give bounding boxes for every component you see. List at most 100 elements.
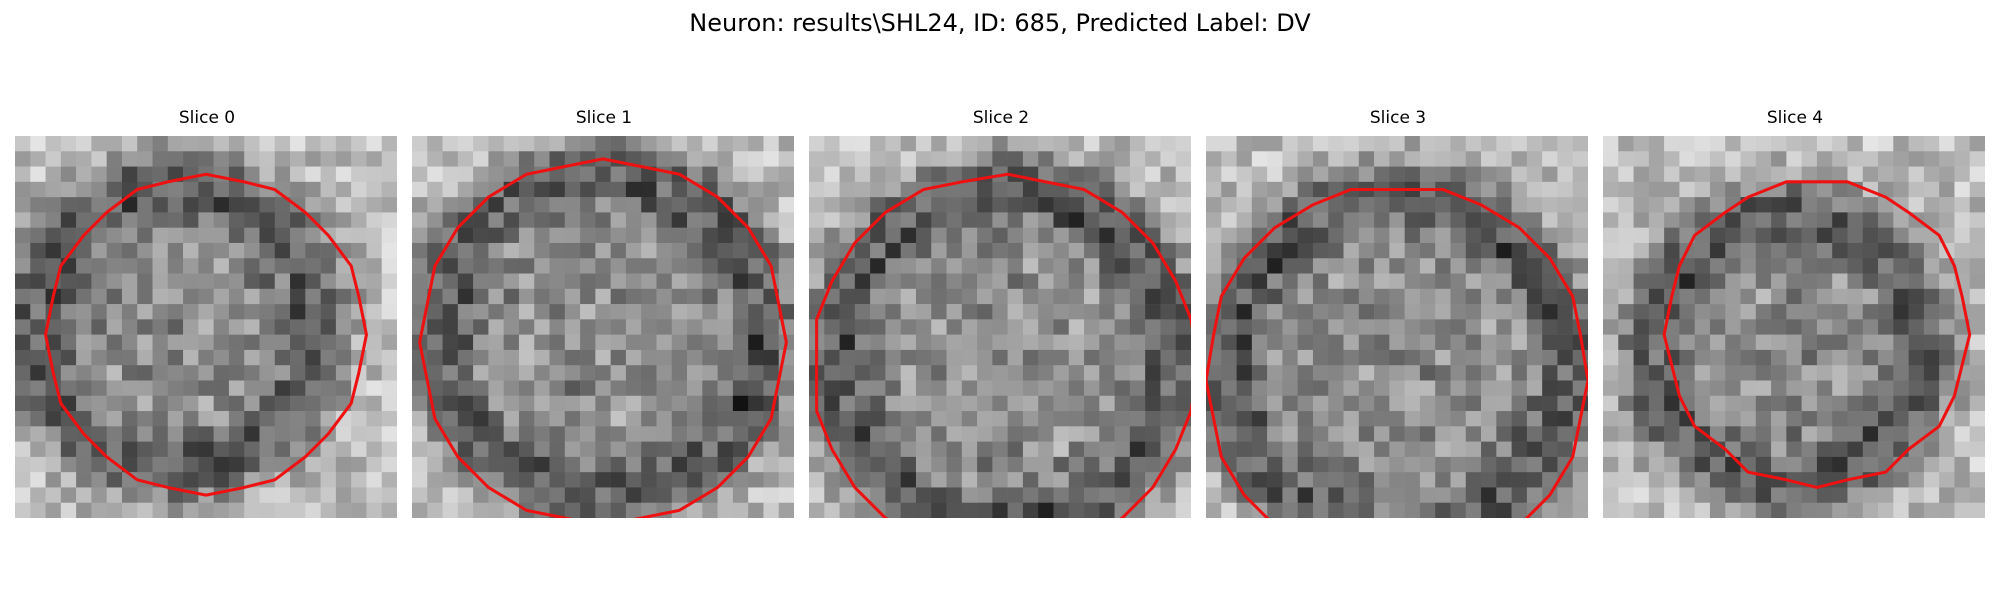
pixel bbox=[1740, 258, 1757, 274]
pixel bbox=[274, 411, 291, 427]
pixel bbox=[1419, 197, 1436, 213]
pixel bbox=[1939, 227, 1955, 244]
pixel bbox=[1633, 395, 1650, 412]
pixel bbox=[839, 349, 856, 366]
pixel bbox=[1068, 380, 1085, 397]
pixel bbox=[885, 242, 901, 259]
pixel bbox=[977, 181, 993, 198]
pixel bbox=[1160, 395, 1177, 412]
pixel bbox=[473, 227, 489, 244]
pixel bbox=[809, 136, 825, 152]
pixel bbox=[1633, 319, 1650, 335]
pixel bbox=[1343, 258, 1360, 274]
pixel bbox=[442, 472, 459, 488]
pixel bbox=[839, 166, 856, 183]
pixel bbox=[1679, 258, 1695, 274]
pixel bbox=[305, 151, 321, 167]
pixel bbox=[1328, 411, 1344, 427]
pixel bbox=[534, 197, 550, 213]
pixel bbox=[625, 456, 642, 473]
pixel bbox=[1175, 441, 1191, 458]
pixel bbox=[717, 426, 734, 442]
pixel bbox=[366, 273, 383, 290]
pixel bbox=[534, 242, 550, 259]
pixel bbox=[457, 487, 474, 504]
pixel bbox=[457, 319, 474, 335]
pixel bbox=[1282, 273, 1298, 290]
pixel bbox=[1725, 441, 1741, 458]
pixel bbox=[870, 181, 886, 198]
pixel bbox=[320, 395, 337, 412]
pixel bbox=[763, 197, 780, 213]
pixel bbox=[1694, 380, 1711, 397]
pixel bbox=[274, 319, 291, 335]
pixel bbox=[1542, 273, 1558, 290]
pixel bbox=[442, 334, 459, 351]
pixel bbox=[121, 365, 138, 381]
pixel bbox=[702, 197, 718, 213]
pixel bbox=[931, 472, 947, 488]
pixel bbox=[977, 456, 993, 473]
pixel bbox=[641, 151, 657, 167]
pixel bbox=[885, 258, 901, 274]
pixel bbox=[137, 502, 153, 518]
pixel bbox=[671, 365, 688, 381]
pixel bbox=[1511, 441, 1528, 458]
pixel bbox=[473, 502, 489, 518]
pixel bbox=[30, 411, 46, 427]
pixel bbox=[351, 136, 367, 152]
pixel bbox=[1297, 288, 1314, 305]
pixel bbox=[1908, 288, 1925, 305]
pixel bbox=[1374, 426, 1390, 442]
pixel bbox=[778, 380, 794, 397]
pixel bbox=[1312, 349, 1329, 366]
pixel bbox=[564, 365, 581, 381]
pixel bbox=[60, 456, 77, 473]
pixel bbox=[671, 227, 688, 244]
pixel bbox=[1603, 365, 1619, 381]
pixel bbox=[1954, 426, 1971, 442]
pixel bbox=[900, 380, 917, 397]
pixel bbox=[60, 411, 77, 427]
pixel bbox=[1267, 242, 1283, 259]
pixel bbox=[1496, 380, 1512, 397]
pixel bbox=[1450, 166, 1467, 183]
pixel bbox=[1312, 304, 1329, 320]
pixel bbox=[290, 212, 306, 228]
pixel bbox=[121, 441, 138, 458]
pixel bbox=[610, 334, 627, 351]
pixel bbox=[1267, 258, 1283, 274]
neuron-contour bbox=[44, 172, 368, 497]
pixel bbox=[183, 334, 199, 351]
pixel bbox=[15, 380, 31, 397]
pixel bbox=[1251, 349, 1268, 366]
pixel bbox=[961, 151, 978, 167]
pixel bbox=[854, 441, 871, 458]
pixel bbox=[1969, 334, 1985, 351]
pixel bbox=[15, 304, 31, 320]
pixel bbox=[1267, 395, 1283, 412]
pixel bbox=[1816, 487, 1833, 504]
pixel bbox=[1328, 472, 1344, 488]
pixel bbox=[1038, 212, 1054, 228]
pixel bbox=[1282, 334, 1298, 351]
pixel bbox=[549, 197, 566, 213]
pixel bbox=[1129, 197, 1146, 213]
pixel bbox=[1923, 334, 1940, 351]
pixel bbox=[1282, 304, 1298, 320]
slice-image bbox=[1603, 136, 1985, 518]
pixel bbox=[1816, 258, 1833, 274]
pixel bbox=[687, 319, 703, 335]
pixel bbox=[244, 242, 260, 259]
pixel bbox=[290, 380, 306, 397]
pixel bbox=[1022, 487, 1039, 504]
pixel bbox=[778, 456, 794, 473]
pixel bbox=[625, 487, 642, 504]
pixel bbox=[1129, 349, 1146, 366]
pixel bbox=[412, 288, 428, 305]
pixel bbox=[167, 181, 184, 198]
pixel bbox=[320, 349, 337, 366]
pixel bbox=[1282, 487, 1298, 504]
pixel bbox=[351, 258, 367, 274]
pixel bbox=[1221, 319, 1237, 335]
